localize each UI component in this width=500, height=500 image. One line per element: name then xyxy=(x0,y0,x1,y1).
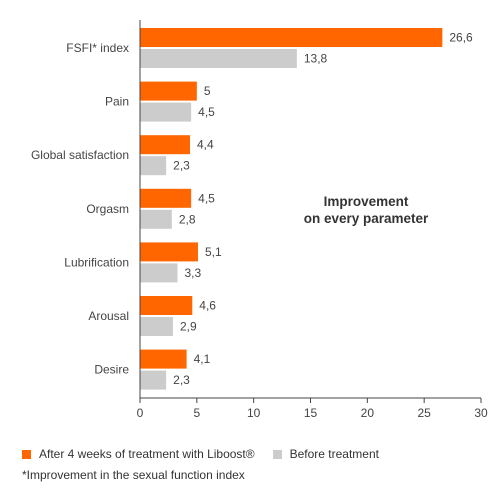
value-label-before-lubrification: 3,3 xyxy=(185,266,202,280)
value-label-before-desire: 2,3 xyxy=(173,373,190,387)
value-label-after-desire: 4,1 xyxy=(194,352,211,366)
value-label-before-global-satisfaction: 2,3 xyxy=(173,159,190,173)
value-label-after-arousal: 4,6 xyxy=(199,299,216,313)
legend-swatch-before xyxy=(272,449,282,459)
legend-swatch-after xyxy=(22,449,31,459)
bar-after-fsfi-index xyxy=(140,28,443,47)
bar-before-arousal xyxy=(140,317,173,336)
annotation-line-2: on every parameter xyxy=(304,211,429,226)
legend-label-after: After 4 weeks of treatment with Liboost® xyxy=(39,447,255,461)
footnote: *Improvement in the sexual function inde… xyxy=(22,468,245,482)
x-tick-label-10: 10 xyxy=(247,406,261,420)
legend: After 4 weeks of treatment with Liboost®… xyxy=(22,447,397,461)
bar-after-global-satisfaction xyxy=(140,135,191,155)
category-label-arousal: Arousal xyxy=(88,309,129,323)
bar-before-desire xyxy=(140,370,167,390)
category-label-pain: Pain xyxy=(105,95,129,109)
value-label-after-lubrification: 5,1 xyxy=(205,245,222,259)
value-label-before-fsfi-index: 13,8 xyxy=(304,52,328,66)
value-label-after-pain: 5 xyxy=(204,84,211,98)
legend-item-after: After 4 weeks of treatment with Liboost® xyxy=(22,447,255,461)
x-tick-label-30: 30 xyxy=(474,406,488,420)
bar-after-lubrification xyxy=(140,242,198,262)
x-tick-label-25: 25 xyxy=(417,406,431,420)
x-tick-label-15: 15 xyxy=(304,406,318,420)
bar-before-global-satisfaction xyxy=(140,156,167,176)
annotation-line-1: Improvement xyxy=(324,194,409,209)
x-tick-label-0: 0 xyxy=(137,406,144,420)
category-label-desire: Desire xyxy=(94,363,129,377)
x-tick-label-20: 20 xyxy=(361,406,375,420)
value-label-after-orgasm: 4,5 xyxy=(198,191,215,205)
legend-item-before: Before treatment xyxy=(272,447,379,461)
x-tick-label-5: 5 xyxy=(193,406,200,420)
bar-before-lubrification xyxy=(140,263,178,283)
bar-after-arousal xyxy=(140,296,193,315)
category-label-global-satisfaction: Global satisfaction xyxy=(31,148,129,162)
value-label-before-arousal: 2,9 xyxy=(180,320,197,334)
value-label-after-fsfi-index: 26,6 xyxy=(449,31,473,45)
bar-after-orgasm xyxy=(140,188,192,208)
legend-label-before: Before treatment xyxy=(289,447,379,461)
category-label-lubrification: Lubrification xyxy=(64,255,129,269)
category-label-orgasm: Orgasm xyxy=(86,202,129,216)
value-label-before-pain: 4,5 xyxy=(198,105,215,119)
category-label-fsfi-index: FSFI* index xyxy=(66,41,129,55)
bar-before-fsfi-index xyxy=(140,49,297,68)
value-label-before-orgasm: 2,8 xyxy=(179,212,196,226)
bar-before-pain xyxy=(140,102,192,122)
bar-after-pain xyxy=(140,81,197,101)
value-label-after-global-satisfaction: 4,4 xyxy=(197,138,214,152)
bar-before-orgasm xyxy=(140,209,172,229)
bar-after-desire xyxy=(140,349,187,369)
